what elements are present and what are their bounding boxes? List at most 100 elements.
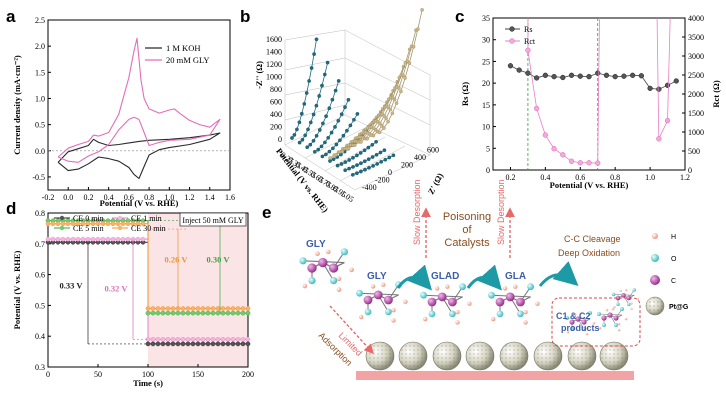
- rct-legend-label: Rct: [524, 37, 536, 46]
- potential-point: [175, 310, 181, 316]
- eis-teal-point: [303, 133, 308, 138]
- product-molecule-2: [597, 307, 628, 332]
- potential-point: [45, 221, 51, 227]
- cv-x-tick-label: 1.6: [225, 193, 235, 202]
- potential-point: [190, 310, 196, 316]
- legend-ce0: CE 0 min: [73, 214, 104, 223]
- rct-tick-label: 1500: [688, 109, 704, 118]
- eis-teal-point: [347, 166, 351, 171]
- oxygen-atom: [620, 307, 624, 311]
- ptg-sphere-mesh: [366, 342, 394, 370]
- oxygen-atom: [449, 310, 456, 318]
- potential-point: [200, 310, 206, 316]
- eis-beige-point: [380, 124, 384, 128]
- potential-point: [230, 310, 236, 316]
- potential-point: [170, 341, 176, 347]
- rct-tick-label: 3000: [688, 52, 704, 61]
- potential-point: [225, 306, 231, 311]
- potential-point: [165, 336, 171, 342]
- cv-y-tick-label: 2.5: [35, 16, 45, 25]
- potential-point: [195, 336, 201, 342]
- rs-point: [612, 73, 618, 80]
- rs-legend-marker: [509, 26, 515, 32]
- arrow-gly-glad: [396, 264, 432, 291]
- eis-beige-point: [377, 130, 382, 135]
- potential-point: [225, 341, 231, 347]
- legend-ptg: Pt@G: [669, 304, 689, 311]
- hydrogen-atom: [381, 282, 386, 287]
- potential-point: [150, 336, 156, 342]
- hydrogen-atom: [403, 299, 408, 304]
- potential-point: [220, 310, 226, 316]
- potential-point: [165, 306, 171, 311]
- ptg-sphere-mesh: [466, 342, 494, 370]
- hydrogen-atom: [455, 320, 460, 325]
- potential-point: [145, 310, 151, 316]
- potential-point: [205, 310, 211, 316]
- eis-beige-point: [346, 146, 351, 151]
- eis-beige-point: [378, 121, 382, 126]
- eis-teal-point: [331, 146, 335, 151]
- eis-beige-spectrum: [379, 9, 423, 133]
- rct-axis-label: Rct (Ω): [711, 80, 721, 108]
- eis-teal-point: [290, 136, 294, 140]
- cv-x-tick-label: 0.6: [124, 193, 134, 202]
- eis-teal-point: [374, 152, 379, 157]
- rs-tick-label: 10: [482, 123, 490, 132]
- ptg-sphere-mesh: [433, 342, 461, 370]
- cv-chart: -0.2 0.0 0.2 0.4 0.6 0.8 1.0 1.2 1.4 1.6 -0.5 0.0 0.…: [12, 16, 235, 208]
- potential-point: [115, 236, 121, 242]
- oxygen-atom: [602, 323, 606, 327]
- potential-point: [145, 306, 151, 311]
- rs-point: [507, 63, 514, 69]
- hydrogen-atom: [349, 267, 354, 273]
- oxygen-atom: [330, 277, 338, 285]
- rct-point: [525, 47, 531, 53]
- potential-point: [240, 341, 246, 347]
- hydrogen-atom: [302, 283, 308, 289]
- c-atom-icon: [650, 275, 660, 285]
- eis-teal-point: [387, 155, 392, 160]
- rct-tick-label: 500: [688, 147, 700, 156]
- potential-point: [125, 236, 131, 242]
- eis-teal-point: [317, 128, 322, 132]
- potential-point: [70, 221, 76, 227]
- ptg-sphere-mesh: [568, 342, 596, 370]
- hydrogen-atom: [585, 326, 589, 330]
- carbon-atom: [607, 312, 613, 318]
- hydrogen-atom: [617, 322, 621, 326]
- eis-x-tick-label: 1.05: [339, 189, 356, 204]
- oxygen-atom: [588, 311, 592, 315]
- eis-beige-point: [371, 133, 376, 138]
- carbon-atom: [515, 297, 525, 307]
- potential-point: [155, 336, 161, 342]
- deep-oxidation-label: Deep Oxidation: [558, 248, 620, 258]
- hydrogen-atom: [455, 309, 460, 315]
- eis-beige-point: [359, 140, 363, 144]
- eis-teal-point: [308, 120, 313, 125]
- oxygen-atom: [364, 308, 372, 316]
- hydrogen-atom: [325, 249, 331, 255]
- eis-teal-point: [316, 147, 321, 152]
- eis-teal-point: [355, 153, 359, 158]
- eis-beige-point: [382, 114, 386, 118]
- cv-x-tick-label: 1.2: [185, 193, 195, 202]
- potential-point: [230, 306, 236, 311]
- potential-point: [190, 341, 196, 347]
- rs-point: [595, 70, 601, 76]
- eis-z-tick-label: 600: [270, 98, 282, 107]
- cv-curve-gly: [57, 37, 221, 163]
- hydrogen-atom: [613, 305, 616, 309]
- eis-beige-point: [416, 27, 420, 31]
- cv-plot-frame: [47, 19, 231, 191]
- rs-point: [568, 72, 575, 78]
- oxygen-atom: [428, 310, 436, 318]
- resistance-x-tick-label: 1.0: [645, 173, 655, 182]
- oxygen-atom: [459, 283, 466, 291]
- potential-point: [205, 306, 211, 311]
- rs-point: [551, 73, 557, 80]
- potential-point: [195, 306, 201, 311]
- eis-teal-point: [328, 159, 332, 163]
- cv-legend-gly: 20 mM GLY: [166, 55, 210, 65]
- potential-point: [235, 306, 241, 311]
